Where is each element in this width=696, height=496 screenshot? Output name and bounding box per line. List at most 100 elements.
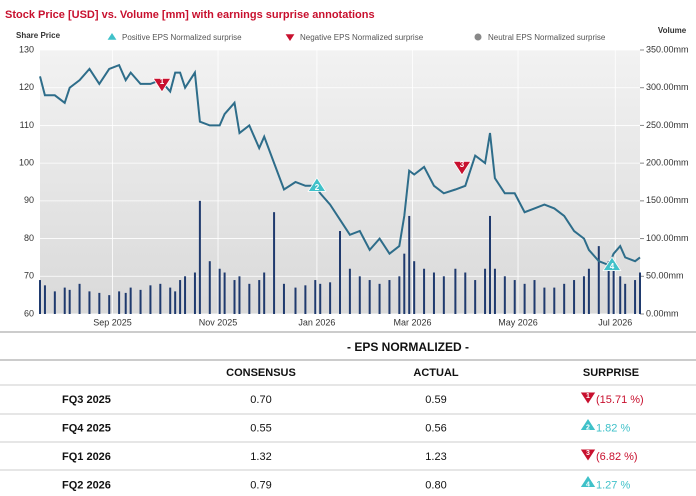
volume-bar bbox=[582, 276, 585, 314]
volume-bar bbox=[573, 280, 576, 314]
y-axis-title: Share Price bbox=[16, 31, 61, 40]
volume-bar bbox=[612, 264, 615, 314]
table-title: - EPS NORMALIZED - bbox=[347, 340, 469, 354]
volume-bar bbox=[619, 276, 622, 314]
row-consensus: 0.70 bbox=[250, 394, 271, 406]
price-line bbox=[39, 63, 641, 267]
table-header: ACTUAL bbox=[413, 367, 458, 379]
volume-bar bbox=[169, 287, 172, 314]
volume-bar bbox=[553, 287, 556, 314]
table: - EPS NORMALIZED - CONSENSUS ACTUAL SURPRIS… bbox=[0, 340, 696, 491]
volume-bar bbox=[624, 283, 627, 314]
row-actual: 0.80 bbox=[425, 479, 446, 491]
volume-bar bbox=[263, 272, 266, 314]
volume-bar bbox=[484, 268, 487, 314]
volume-bar bbox=[348, 268, 351, 314]
surprise-marker: 3 bbox=[586, 450, 590, 457]
table-header: SURPRISE bbox=[583, 367, 639, 379]
volume-bar bbox=[358, 276, 361, 314]
volume-bar bbox=[282, 283, 285, 314]
legend-label: Neutral EPS Normalized surprise bbox=[488, 33, 606, 42]
volume-bar bbox=[523, 283, 526, 314]
volume-bar bbox=[118, 291, 121, 314]
annotation-marker bbox=[152, 77, 172, 93]
annotation-marker bbox=[602, 256, 622, 271]
y-tick-label: 70 bbox=[24, 271, 34, 281]
volume-bar bbox=[432, 272, 435, 314]
volume-bar bbox=[368, 280, 371, 314]
volume-bar bbox=[68, 289, 71, 314]
annotation-label: 3 bbox=[460, 160, 465, 169]
y-tick-label: 80 bbox=[24, 233, 34, 243]
row-period: FQ1 2026 bbox=[62, 451, 111, 463]
row-consensus: 0.79 bbox=[250, 479, 271, 491]
row-consensus: 0.55 bbox=[250, 422, 271, 434]
volume-bar bbox=[179, 280, 182, 314]
y2-tick-label: 150.00mm bbox=[646, 195, 689, 205]
volume-bar bbox=[634, 280, 637, 314]
annotation-marker bbox=[452, 160, 472, 176]
volume-bar bbox=[193, 272, 196, 314]
x-tick-label: Jul 2026 bbox=[598, 317, 632, 327]
row-period: FQ4 2025 bbox=[62, 422, 111, 434]
volume-bar bbox=[464, 272, 467, 314]
y2-tick-label: 350.00mm bbox=[646, 44, 689, 54]
volume-bar bbox=[208, 261, 211, 314]
volume-bar bbox=[474, 280, 477, 314]
volume-bar bbox=[43, 285, 46, 314]
volume-bar bbox=[513, 280, 516, 314]
volume-bar bbox=[319, 283, 322, 314]
volume-bar bbox=[607, 261, 610, 314]
y-tick-label: 120 bbox=[19, 82, 34, 92]
volume-bar bbox=[139, 289, 142, 314]
y-tick-label: 60 bbox=[24, 308, 34, 318]
annotation-label: 4 bbox=[610, 262, 615, 271]
surprise-icon bbox=[580, 392, 596, 404]
volume-bar bbox=[329, 282, 332, 314]
annotation-label: 1 bbox=[160, 77, 165, 86]
y2-tick-label: 100.00mm bbox=[646, 233, 689, 243]
y-tick-label: 110 bbox=[20, 120, 34, 130]
legend-label: Positive EPS Normalized surprise bbox=[122, 33, 242, 42]
volume-bar bbox=[597, 246, 600, 314]
volume-bar bbox=[639, 272, 641, 314]
volume-bar bbox=[124, 292, 127, 314]
y-tick-label: 90 bbox=[24, 195, 34, 205]
volume-bar bbox=[388, 280, 391, 314]
surprise-marker: 4 bbox=[586, 481, 590, 488]
volume-bar bbox=[503, 276, 506, 314]
volume-bar bbox=[159, 283, 162, 314]
volume-bar bbox=[493, 268, 496, 314]
volume-bar bbox=[403, 253, 406, 314]
y2-tick-label: 200.00mm bbox=[646, 158, 689, 168]
volume-bar bbox=[108, 295, 111, 314]
row-actual: 1.23 bbox=[425, 451, 446, 463]
y2-tick-label: 250.00mm bbox=[646, 120, 689, 130]
legend-icon bbox=[474, 33, 482, 41]
volume-bar bbox=[294, 287, 297, 314]
row-period: FQ3 2025 bbox=[62, 394, 111, 406]
volume-bar bbox=[174, 291, 177, 314]
row-surprise: 1.27 % bbox=[596, 479, 630, 491]
row-surprise: 1.82 % bbox=[596, 422, 630, 434]
volume-bar bbox=[398, 276, 401, 314]
legend-icon bbox=[107, 33, 117, 40]
x-tick-label: Mar 2026 bbox=[394, 317, 432, 327]
y2-tick-label: 300.00mm bbox=[646, 82, 689, 92]
x-tick-label: May 2026 bbox=[498, 317, 538, 327]
volume-bar bbox=[129, 287, 132, 314]
annotation-marker bbox=[307, 177, 327, 192]
volume-bar bbox=[53, 291, 56, 314]
volume-bar bbox=[408, 215, 411, 314]
volume-bar bbox=[218, 268, 221, 314]
volume-bar bbox=[184, 276, 187, 314]
volume-bar bbox=[489, 215, 491, 314]
volume-bar bbox=[273, 212, 276, 314]
x-tick-label: Jan 2026 bbox=[298, 317, 335, 327]
row-actual: 0.59 bbox=[425, 394, 446, 406]
chart-title: Stock Price [USD] vs. Volume [mm] with e… bbox=[5, 9, 375, 21]
volume-bar bbox=[233, 280, 236, 314]
table-header: CONSENSUS bbox=[226, 367, 296, 379]
y2-tick-label: 50.00mm bbox=[646, 271, 684, 281]
